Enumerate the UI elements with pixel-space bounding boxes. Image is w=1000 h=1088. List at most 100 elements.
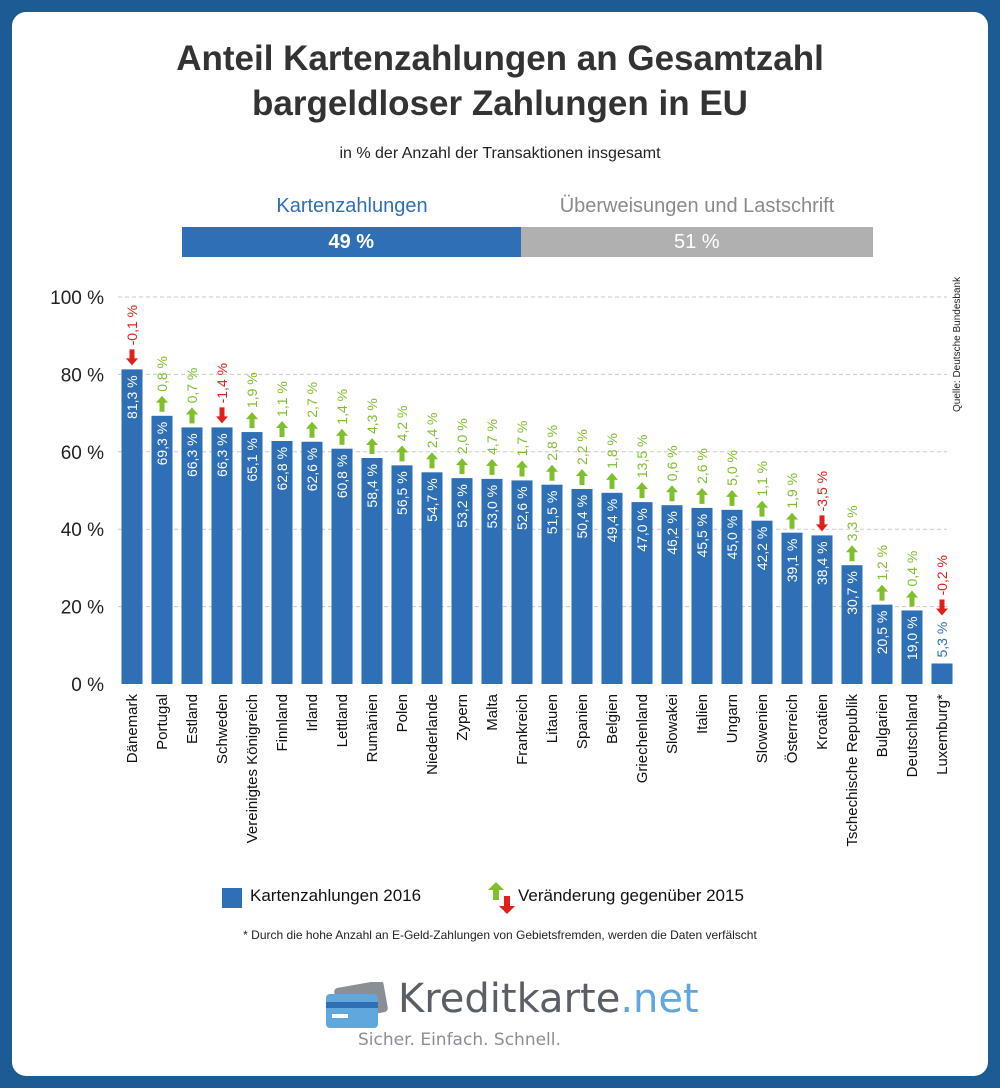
bar [571, 488, 593, 684]
arrow-up-icon [276, 420, 288, 437]
bar-value-label: 69,3 % [154, 422, 170, 466]
x-tick-label: Frankreich [514, 694, 531, 765]
arrow-up-icon [846, 545, 858, 562]
bar-value-label: 66,3 % [214, 433, 230, 477]
arrow-up-icon [696, 487, 708, 504]
x-tick-label: Kroatien [814, 694, 831, 750]
y-tick-label: 0 % [71, 675, 104, 696]
up-down-arrows-icon [488, 882, 515, 914]
arrow-down-icon [936, 599, 948, 616]
change-label: -0,2 % [934, 555, 950, 595]
bar-value-label: 53,0 % [484, 485, 500, 529]
arrow-up-icon [636, 482, 648, 499]
change-label: 5,0 % [724, 450, 740, 486]
page-title: Anteil Kartenzahlungen an Gesamtzahl bar… [12, 36, 988, 126]
arrow-up-icon [576, 468, 588, 485]
bar [511, 480, 533, 684]
split-bar-cards: 49 % [182, 227, 521, 257]
change-label: 2,4 % [424, 412, 440, 448]
bar [331, 448, 353, 684]
arrow-up-icon [486, 458, 498, 475]
bar-value-label: 81,3 % [124, 375, 140, 419]
bar [751, 520, 773, 684]
bar [241, 432, 263, 684]
bar [421, 472, 443, 684]
infographic-card: Anteil Kartenzahlungen an Gesamtzahl bar… [12, 12, 988, 1076]
arrow-up-icon [906, 590, 918, 607]
change-label: 2,0 % [454, 418, 470, 454]
change-label: -1,4 % [214, 363, 230, 403]
bar-value-label: 50,4 % [574, 495, 590, 539]
arrow-down-icon [816, 515, 828, 532]
y-tick-label: 40 % [61, 520, 104, 541]
change-label: 1,9 % [784, 473, 800, 509]
change-label: 1,1 % [274, 381, 290, 417]
split-label-transfer: Überweisungen und Lastschrift [559, 195, 835, 217]
change-label: 0,8 % [154, 356, 170, 392]
change-label: 1,8 % [604, 433, 620, 469]
change-label: 1,7 % [514, 421, 530, 457]
x-tick-label: Schweden [214, 694, 231, 764]
change-label: 0,6 % [664, 445, 680, 481]
bar-value-label: 53,2 % [454, 484, 470, 528]
arrow-up-icon [336, 428, 348, 445]
bar [181, 427, 203, 684]
legend-label-change: Veränderung gegenüber 2015 [518, 886, 744, 905]
bar-value-label: 47,0 % [634, 508, 650, 552]
x-tick-label: Österreich [783, 694, 801, 763]
bar-value-label: 19,0 % [904, 616, 920, 660]
bar [691, 507, 713, 684]
y-tick-label: 80 % [61, 365, 104, 386]
bar-value-label: 56,5 % [394, 471, 410, 515]
x-tick-label: Finnland [274, 694, 291, 752]
change-label: 1,9 % [244, 372, 260, 408]
x-tick-label: Slowakei [664, 694, 681, 754]
change-label: 1,2 % [874, 545, 890, 581]
bar [631, 502, 653, 684]
change-label: 2,7 % [304, 382, 320, 418]
legend-label-bars: Kartenzahlungen 2016 [250, 886, 422, 905]
bar-value-label: 5,3 % [934, 622, 950, 658]
title-line-1: Anteil Kartenzahlungen an Gesamtzahl [176, 39, 824, 78]
arrow-up-icon [756, 500, 768, 517]
bar-value-label: 58,4 % [364, 464, 380, 508]
change-label: 2,8 % [544, 425, 560, 461]
x-tick-label: Polen [394, 694, 411, 732]
x-tick-label: Zypern [454, 694, 471, 741]
bar [931, 663, 953, 684]
logo-wordmark: Kreditkarte.net [398, 976, 699, 1022]
bar [811, 535, 833, 684]
change-label: 1,1 % [754, 461, 770, 497]
bar [901, 610, 923, 684]
arrow-up-icon [456, 458, 468, 475]
x-tick-label: Estland [184, 694, 201, 744]
x-tick-label: Bulgarien [874, 694, 891, 757]
bar [391, 465, 413, 684]
bar [151, 415, 173, 684]
logo: Kreditkarte.net Sicher. Einfach. Schnell… [322, 970, 722, 1060]
x-tick-label: Dänemark [124, 694, 141, 764]
change-label: 0,7 % [184, 368, 200, 404]
x-tick-label: Portugal [154, 694, 171, 750]
bar [601, 492, 623, 684]
bar-value-label: 62,6 % [304, 448, 320, 492]
x-tick-label: Slowenien [754, 694, 771, 763]
x-tick-label: Litauen [544, 694, 561, 743]
credit-card-icon [326, 982, 388, 1028]
bar-value-label: 45,0 % [724, 516, 740, 560]
x-tick-label: Deutschland [904, 694, 921, 777]
x-tick-label: Luxemburg* [934, 694, 951, 775]
arrow-up-icon [156, 395, 168, 412]
x-tick-label: Ungarn [724, 694, 741, 743]
bar [661, 505, 683, 684]
change-label: 1,4 % [334, 389, 350, 425]
x-tick-label: Vereinigtes Königreich [244, 694, 261, 843]
bar [841, 565, 863, 684]
bar-value-label: 39,1 % [784, 539, 800, 583]
arrow-up-icon [366, 437, 378, 454]
bar [211, 427, 233, 684]
arrow-up-icon [426, 452, 438, 469]
arrow-up-icon [186, 407, 198, 424]
bar-value-label: 62,8 % [274, 447, 290, 491]
arrow-up-icon [246, 412, 258, 429]
